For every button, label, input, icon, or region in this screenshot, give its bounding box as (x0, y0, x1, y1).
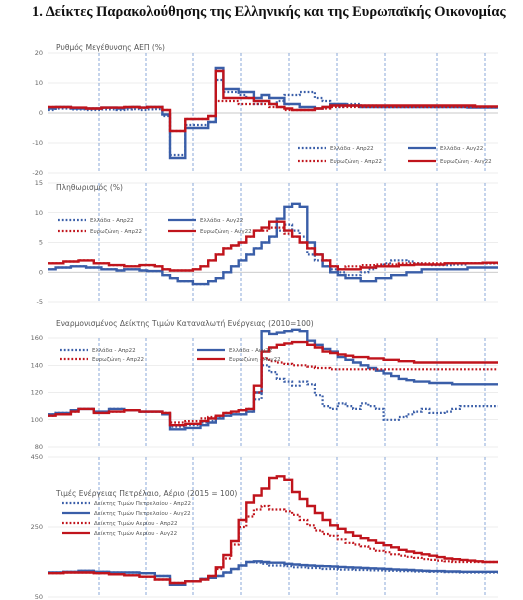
y-tick-label: 5 (39, 239, 43, 247)
y-tick-label: 10 (35, 209, 43, 217)
chart-panel-3: 80 100 120 140 160 Εναρμονισμένος Δείκτης Τιμ… (31, 319, 498, 451)
series-line-2 (48, 328, 498, 431)
y-tick-label: 140 (31, 361, 43, 369)
series-line-4 (48, 475, 498, 585)
legend-label: Ελλάδα - Απρ22 (90, 217, 134, 224)
legend-label: Ευρωζώνη - Αυγ22 (229, 356, 281, 363)
y-tick-label: 120 (31, 389, 43, 397)
chart-title: Πληθωρισμός (%) (56, 183, 123, 192)
chart-panel-1: -20 -10 0 10 20 Ρυθμός Μεγέθυνσης ΑΕΠ (%) Ελλά… (32, 43, 498, 177)
legend-label: Ελλάδα - Αυγ22 (440, 145, 483, 152)
y-tick-label: 0 (39, 109, 43, 117)
series-line-1 (48, 364, 498, 428)
legend-label: Δείκτης Τιμών Πετρελαίου - Αυγ22 (94, 510, 191, 517)
y-tick-label: 450 (31, 453, 43, 461)
legend-label: Ελλάδα - Απρ22 (92, 347, 136, 354)
y-tick-label: 20 (35, 49, 43, 57)
chart-title: Εναρμονισμένος Δείκτης Τιμών Καταναλωτή … (56, 319, 314, 328)
legend-label: Ευρωζώνη - Αυγ22 (200, 228, 252, 235)
y-tick-label: 15 (35, 179, 43, 187)
y-tick-label: -20 (32, 169, 43, 177)
legend-label: Ευρωζώνη - Απρ22 (92, 356, 144, 363)
legend-label: Ευρωζώνη - Αυγ22 (440, 158, 492, 165)
y-tick-label: -5 (37, 298, 43, 306)
y-tick-label: -10 (32, 139, 43, 147)
legend-label: Ευρωζώνη - Απρ22 (90, 228, 142, 235)
series-line-1 (48, 78, 498, 157)
series-line-3 (48, 99, 498, 133)
page-title: 1. Δείκτες Παρακολούθησης της Ελληνικής … (32, 4, 506, 20)
chart-title: Τιμές Ενέργειας Πετρέλαιο, Αέριο (2015 =… (55, 489, 237, 498)
series-line-4 (48, 69, 498, 133)
series-line-4 (48, 340, 498, 427)
legend-label: Ευρωζώνη - Απρ22 (330, 158, 382, 165)
y-tick-label: 250 (31, 523, 43, 531)
y-tick-label: 160 (31, 334, 43, 342)
series-line-2 (48, 560, 498, 586)
y-tick-label: 50 (35, 593, 43, 600)
legend-label: Ελλάδα - Αυγ22 (200, 217, 243, 224)
legend-label: Δείκτης Τιμών Πετρελαίου - Απρ22 (94, 500, 191, 507)
chart-title: Ρυθμός Μεγέθυνσης ΑΕΠ (%) (56, 43, 165, 52)
legend-label: Ελλάδα - Αυγ22 (229, 347, 272, 354)
chart-panel-2: -5 0 5 10 15 Πληθωρισμός (%) Ελλάδα - Απρ22 Ευρ… (35, 179, 498, 306)
series-line-4 (48, 220, 498, 272)
chart-panel-4: 50 250 450 Τιμές Ενέργειας Πετρέλαιο, Αέριο… (31, 453, 498, 600)
y-tick-label: 10 (35, 79, 43, 87)
series-line-2 (48, 202, 498, 286)
y-tick-label: 80 (35, 443, 43, 451)
y-tick-label: 0 (39, 268, 43, 276)
y-tick-label: 100 (31, 416, 43, 424)
legend-label: Ελλάδα - Απρ22 (330, 145, 374, 152)
legend-label: Δείκτης Τιμών Αερίου - Αυγ22 (94, 530, 177, 537)
legend-label: Δείκτης Τιμών Αερίου - Απρ22 (94, 520, 177, 527)
